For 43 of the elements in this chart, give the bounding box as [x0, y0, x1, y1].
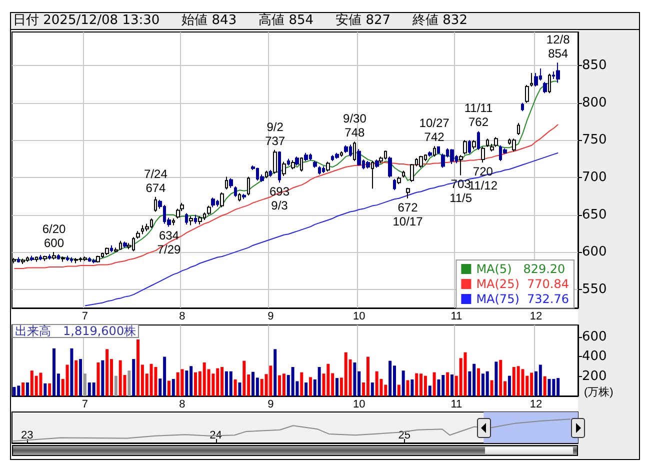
text: 高値 854	[258, 13, 314, 28]
y-tick-label: 800	[582, 95, 607, 110]
annotation: 634 7/29	[157, 228, 181, 257]
x-tick-label: 8	[179, 398, 186, 410]
annotation: 12/8 854	[546, 32, 570, 61]
x-tick-label: 12	[530, 398, 542, 410]
annotation: 7/24 674	[144, 166, 168, 195]
annotation: 672 10/17	[392, 200, 424, 228]
chart-title: 出来高 1,819,600株	[15, 324, 136, 338]
y-tick-label: 650	[582, 207, 607, 222]
x-tick-label: 9	[268, 310, 274, 322]
y-tick-label: 400	[582, 349, 607, 364]
y-tick-label: 550	[582, 282, 607, 297]
annotation: 11/11 762	[464, 101, 493, 130]
x-tick-label: 11	[450, 310, 462, 322]
legend-label: MA(75) 732.76	[476, 292, 569, 306]
x-tick-label: 12	[530, 310, 542, 322]
y-tick-label: 850	[582, 58, 607, 74]
annotation: 6/20 600	[42, 222, 66, 250]
text: 安値 827	[336, 13, 391, 28]
annotation: 9/30 748	[343, 112, 367, 140]
legend-label: MA(25) 770.84	[476, 277, 569, 291]
x-tick-label: 7	[82, 398, 88, 410]
x-tick-label: 11	[450, 398, 462, 410]
y-axis-title: (万株)	[584, 386, 614, 398]
x-tick-label: 10	[352, 398, 366, 410]
annotation: 9/2 737	[265, 120, 286, 148]
x-tick-label: 8	[179, 310, 186, 322]
x-tick-label: 7	[82, 310, 88, 322]
y-tick-label: 600	[582, 244, 607, 260]
y-tick-label: 750	[582, 132, 607, 148]
x-tick-label: 10	[352, 310, 366, 322]
x-tick-label: 23	[20, 430, 34, 442]
text: 終値 832	[412, 13, 468, 28]
chart-title: 日付 2025/12/08 13:30	[13, 13, 160, 28]
x-tick-label: 9	[268, 398, 274, 410]
y-tick-label: 700	[582, 170, 607, 185]
annotation: 720 11/12	[468, 164, 498, 193]
legend-label: MA(5) 829.20	[476, 262, 566, 276]
annotation: 10/27 742	[419, 116, 450, 144]
y-tick-label: 600	[582, 329, 607, 344]
text: 始値 843	[182, 13, 237, 28]
y-tick-label: 200	[582, 368, 607, 384]
